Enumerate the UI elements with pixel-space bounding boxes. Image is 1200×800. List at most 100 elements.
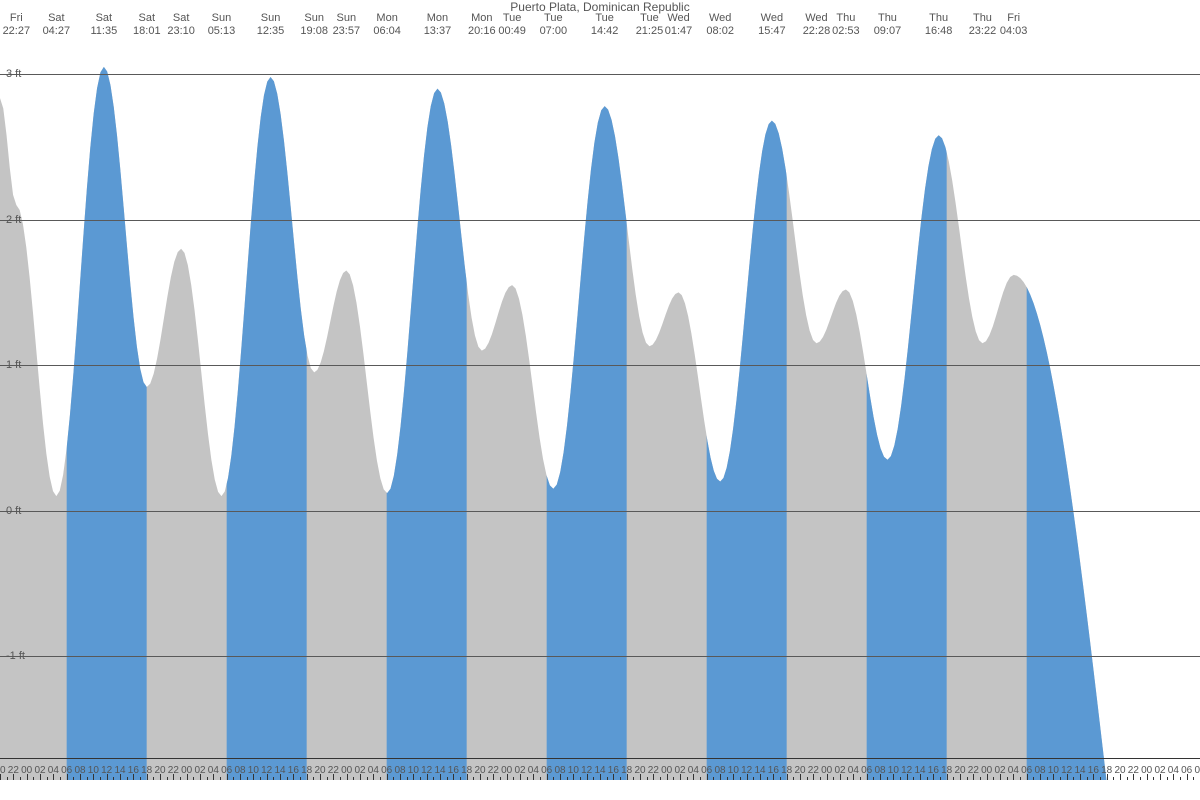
x-axis-label: 12 <box>421 765 432 776</box>
x-axis-label: 20 <box>954 765 965 776</box>
x-axis-label: 06 <box>701 765 712 776</box>
extremum-time: 09:07 <box>874 25 902 38</box>
x-axis-label: 10 <box>568 765 579 776</box>
extremum-label: Sun23:57 <box>333 12 361 38</box>
x-axis-label: 18 <box>781 765 792 776</box>
x-axis-label: 02 <box>34 765 45 776</box>
x-axis-label: 06 <box>381 765 392 776</box>
x-tick <box>607 777 608 780</box>
x-axis-label: 18 <box>1101 765 1112 776</box>
x-tick <box>647 777 648 780</box>
extremum-time: 14:42 <box>591 25 619 38</box>
x-axis-label: 02 <box>514 765 525 776</box>
x-tick <box>513 777 514 780</box>
x-tick <box>180 777 181 780</box>
x-axis-label: 04 <box>1168 765 1179 776</box>
extremum-label: Thu23:22 <box>969 12 997 38</box>
extremum-day: Wed <box>706 12 734 25</box>
x-axis-label: 22 <box>328 765 339 776</box>
x-axis-label: 16 <box>1088 765 1099 776</box>
x-tick <box>33 777 34 780</box>
x-tick <box>207 777 208 780</box>
extremum-day: Sun <box>208 12 236 25</box>
x-tick <box>73 777 74 780</box>
x-tick <box>113 777 114 780</box>
x-axis-label: 06 <box>1021 765 1032 776</box>
x-tick <box>20 777 21 780</box>
x-tick <box>660 777 661 780</box>
x-tick <box>807 777 808 780</box>
x-tick <box>1180 777 1181 780</box>
extremum-time: 04:03 <box>1000 25 1028 38</box>
x-tick <box>167 777 168 780</box>
extremum-time: 23:22 <box>969 25 997 38</box>
extremum-label: Thu16:48 <box>925 12 953 38</box>
x-tick <box>287 777 288 780</box>
x-axis-label: 14 <box>1074 765 1085 776</box>
x-axis-label: 02 <box>834 765 845 776</box>
x-tick <box>1100 777 1101 780</box>
extremum-day: Mon <box>468 12 496 25</box>
x-tick <box>727 777 728 780</box>
extremum-time: 23:10 <box>167 25 195 38</box>
extremum-day: Sat <box>133 12 161 25</box>
extremum-day: Mon <box>424 12 452 25</box>
extremum-time: 06:04 <box>373 25 401 38</box>
x-tick <box>980 777 981 780</box>
x-axis-label: 14 <box>114 765 125 776</box>
x-axis-label: 16 <box>128 765 139 776</box>
extremum-day: Sat <box>43 12 71 25</box>
x-tick <box>1073 777 1074 780</box>
x-axis-label: 02 <box>994 765 1005 776</box>
x-axis-label: 12 <box>261 765 272 776</box>
extrema-header-row: Fri22:27Sat04:27Sat11:35Sat18:01Sat23:10… <box>0 12 1200 42</box>
extremum-label: Fri04:03 <box>1000 12 1028 38</box>
extremum-label: Thu09:07 <box>874 12 902 38</box>
x-tick <box>353 777 354 780</box>
x-tick <box>860 777 861 780</box>
x-axis-label: 16 <box>768 765 779 776</box>
x-tick <box>847 777 848 780</box>
x-tick <box>673 777 674 780</box>
tide-chart-root: Puerto Plata, Dominican Republic Fri22:2… <box>0 0 1200 800</box>
x-axis-label: 18 <box>141 765 152 776</box>
extremum-label: Sat18:01 <box>133 12 161 38</box>
x-tick <box>740 777 741 780</box>
y-gridline <box>0 220 1200 221</box>
extremum-day: Tue <box>636 12 664 25</box>
x-axis-label: 00 <box>341 765 352 776</box>
x-tick <box>700 777 701 780</box>
x-axis-label: 08 <box>74 765 85 776</box>
x-axis-label: 20 <box>0 765 6 776</box>
tide-curve-svg <box>0 45 1200 780</box>
x-axis-label: 10 <box>1048 765 1059 776</box>
x-tick <box>487 777 488 780</box>
y-gridline <box>0 656 1200 657</box>
x-axis-label: 08 <box>874 765 885 776</box>
x-axis-label: 04 <box>48 765 59 776</box>
x-tick <box>1020 777 1021 780</box>
x-axis-label: 12 <box>901 765 912 776</box>
y-axis-label: -1 ft <box>6 650 25 662</box>
x-axis-label: 12 <box>1061 765 1072 776</box>
extremum-label: Sun19:08 <box>300 12 328 38</box>
x-tick <box>100 777 101 780</box>
x-axis-label: 04 <box>688 765 699 776</box>
x-tick <box>713 777 714 780</box>
extremum-label: Fri22:27 <box>3 12 31 38</box>
x-tick <box>393 777 394 780</box>
x-tick <box>820 777 821 780</box>
x-axis-label: 04 <box>208 765 219 776</box>
x-tick <box>887 777 888 780</box>
extremum-day: Thu <box>874 12 902 25</box>
x-axis-label: 06 <box>61 765 72 776</box>
x-axis-label: 08 <box>714 765 725 776</box>
x-axis-label: 16 <box>608 765 619 776</box>
x-axis-label: 02 <box>194 765 205 776</box>
x-tick <box>407 777 408 780</box>
x-axis-label: 10 <box>408 765 419 776</box>
x-tick <box>1167 777 1168 780</box>
x-axis-label: 22 <box>968 765 979 776</box>
extremum-time: 04:27 <box>43 25 71 38</box>
extremum-day: Sat <box>91 12 118 25</box>
